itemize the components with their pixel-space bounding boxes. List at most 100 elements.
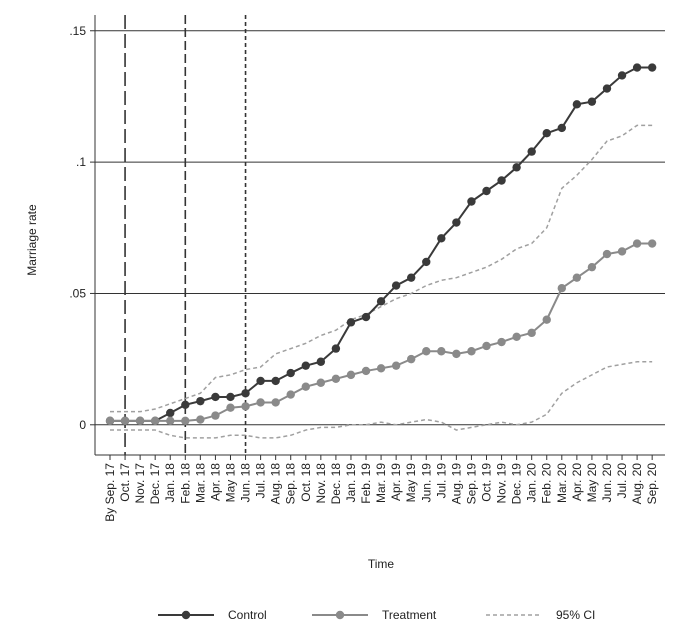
x-tick-label: Sep. 20 [645, 463, 659, 505]
x-tick-label: Jan. 19 [344, 463, 358, 503]
point [181, 400, 190, 410]
point [361, 366, 371, 376]
point [497, 176, 506, 185]
x-tick-label: Nov. 19 [495, 463, 509, 504]
y-axis-title: Marriage rate [25, 204, 39, 276]
point [602, 249, 612, 259]
point [602, 84, 612, 93]
point [542, 129, 551, 138]
x-axis-title: Time [368, 557, 395, 571]
point [376, 297, 386, 306]
y-tick-label: .1 [76, 155, 86, 169]
point [241, 402, 250, 411]
legend-marker [181, 610, 191, 620]
y-tick-label: .05 [69, 286, 86, 300]
x-tick-label: Aug. 18 [269, 463, 283, 505]
point [301, 361, 310, 370]
x-tick-label: Jun. 19 [419, 463, 433, 503]
x-tick-label: Feb. 18 [178, 463, 192, 504]
point [422, 347, 431, 356]
point [632, 63, 642, 72]
x-tick-label: Dec. 18 [329, 463, 343, 505]
point [467, 347, 476, 356]
x-tick-label: Jun. 18 [239, 463, 253, 503]
series-line [110, 242, 653, 422]
point [241, 389, 250, 398]
point [150, 416, 160, 426]
point [105, 416, 115, 426]
point [452, 349, 461, 359]
point [497, 337, 506, 347]
point [391, 361, 401, 370]
point [226, 403, 235, 412]
point [512, 332, 521, 341]
point [422, 257, 431, 267]
x-tick-label: May 19 [404, 463, 418, 503]
x-tick-label: Nov. 18 [314, 463, 328, 504]
point [452, 218, 461, 227]
legend-marker [335, 610, 345, 620]
point [587, 262, 597, 272]
point [527, 147, 536, 156]
point [647, 239, 657, 248]
y-tick-label: .15 [69, 24, 86, 38]
x-tick-label: Aug. 20 [630, 463, 644, 505]
x-tick-label: Jan. 18 [163, 463, 177, 503]
x-tick-label: Jul. 18 [254, 463, 268, 499]
x-tick-label: Jul. 19 [434, 463, 448, 499]
point [331, 344, 341, 353]
x-tick-label: Oct. 17 [118, 463, 132, 502]
x-tick-label: Apr. 19 [389, 463, 403, 501]
point [361, 312, 371, 322]
x-tick-label: Mar. 20 [555, 463, 569, 503]
point [316, 357, 326, 366]
point [407, 354, 416, 364]
point [316, 378, 326, 387]
point [135, 416, 145, 426]
point [301, 382, 310, 391]
point [346, 318, 356, 327]
point [512, 163, 521, 172]
point [467, 197, 476, 206]
point [256, 398, 265, 407]
point [557, 283, 566, 293]
x-tick-label: By Sep. 17 [103, 463, 117, 522]
point [587, 97, 597, 106]
point [286, 368, 295, 378]
point [331, 374, 341, 384]
point [346, 370, 356, 380]
point [647, 63, 657, 72]
point [617, 71, 627, 80]
point [572, 273, 582, 282]
x-tick-label: Apr. 20 [570, 463, 584, 501]
point [166, 416, 175, 426]
x-tick-label: Sep. 19 [464, 463, 478, 505]
x-tick-label: Oct. 18 [299, 463, 313, 502]
y-tick-label: 0 [79, 418, 86, 432]
point [181, 416, 190, 426]
point [437, 234, 446, 243]
x-tick-label: Mar. 19 [374, 463, 388, 503]
point [391, 281, 401, 290]
point [166, 408, 175, 418]
point [211, 411, 220, 420]
x-tick-label: Sep. 18 [284, 463, 298, 505]
legend-label: Control [228, 608, 267, 622]
ci-line [110, 124, 653, 413]
point [482, 186, 491, 196]
point [256, 376, 265, 386]
x-tick-label: Jan. 20 [525, 463, 539, 503]
x-tick-label: Dec. 19 [510, 463, 524, 505]
x-tick-label: Nov. 17 [133, 463, 147, 504]
point [376, 364, 386, 373]
point [196, 415, 205, 424]
legend-label: 95% CI [556, 608, 595, 622]
point [286, 390, 295, 399]
point [482, 341, 491, 351]
ci-line [110, 360, 653, 439]
point [617, 247, 627, 256]
point [226, 392, 235, 402]
point [632, 239, 642, 248]
point [271, 376, 280, 386]
